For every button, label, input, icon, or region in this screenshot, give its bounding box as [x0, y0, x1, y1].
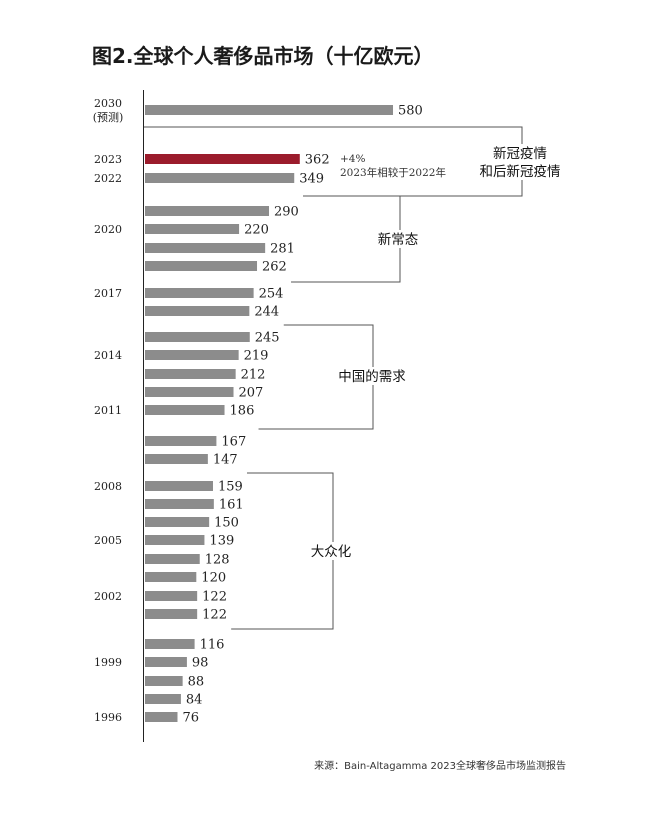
bar: [145, 306, 250, 316]
value-label: 161: [219, 498, 244, 513]
value-label: 281: [270, 242, 295, 257]
value-label: 254: [259, 287, 284, 302]
value-label: 116: [200, 638, 225, 653]
bar: [145, 639, 195, 649]
group-label: 中国的需求: [338, 369, 406, 385]
value-label: 167: [221, 435, 246, 450]
year-label: 2011: [94, 404, 122, 417]
bar: [145, 609, 198, 619]
group-label-bg: [373, 230, 423, 248]
bar: [145, 206, 270, 216]
bar: [145, 554, 200, 564]
year-label: 2002: [94, 590, 122, 603]
bar: [145, 105, 394, 115]
year-label: 2017: [94, 287, 122, 300]
year-label: 2023: [94, 153, 122, 166]
value-label: 139: [209, 534, 234, 549]
value-label: 76: [182, 711, 199, 726]
bar: [145, 694, 181, 704]
year-label: 2022: [94, 172, 122, 185]
bar: [145, 676, 183, 686]
year-label: 1996: [94, 711, 122, 724]
group-label: 和后新冠疫情: [480, 164, 561, 180]
value-label: 245: [255, 331, 280, 346]
value-label: 120: [201, 571, 226, 586]
bar: [145, 405, 225, 415]
group-label: 大众化: [311, 544, 352, 560]
annotation-growth: +4%: [340, 153, 365, 165]
value-label: 220: [244, 223, 269, 238]
year-label: 2014: [94, 349, 122, 362]
bar: [145, 332, 250, 342]
value-label: 349: [299, 172, 324, 187]
value-label: 219: [244, 349, 269, 364]
bar: [145, 657, 187, 667]
value-label: 98: [192, 656, 209, 671]
bar: [145, 517, 210, 527]
growth-annotation: +4%2023年相较于2022年: [340, 153, 446, 179]
year-label: 2005: [94, 534, 122, 547]
bar: [145, 173, 295, 183]
value-label: 580: [398, 104, 423, 119]
group-label-bg: [306, 542, 356, 560]
bar: [145, 369, 236, 379]
value-label: 150: [214, 516, 239, 531]
value-label: 159: [218, 480, 243, 495]
value-label: 186: [230, 404, 255, 419]
bar: [145, 454, 208, 464]
value-label: 147: [213, 453, 238, 468]
value-label: 84: [186, 693, 203, 708]
bar: [145, 572, 197, 582]
value-label: 244: [254, 305, 279, 320]
value-label: 207: [239, 386, 264, 401]
year-label: 2008: [94, 480, 122, 493]
group-label-bg: [333, 367, 411, 385]
source-note: 来源：Bain-Altagamma 2023全球奢侈品市场监测报告: [314, 759, 566, 772]
group-label-bg: [488, 144, 552, 162]
value-label: 212: [241, 368, 266, 383]
bar: [145, 288, 254, 298]
bar: [145, 436, 217, 446]
year-label: (预测): [93, 111, 124, 124]
bar: [145, 535, 205, 545]
value-label: 122: [202, 590, 227, 605]
value-label: 262: [262, 260, 287, 275]
value-label: 88: [188, 675, 205, 690]
value-label: 290: [274, 205, 299, 220]
chart-title: 图2.全球个人奢侈品市场（十亿欧元）: [92, 44, 434, 68]
year-labels: 2030(预测) 2023 2022 2020 2017 2014 2011 2008 2005…: [93, 97, 124, 724]
bar: [145, 243, 266, 253]
year-label: 2030: [94, 97, 122, 110]
bar: [145, 224, 240, 234]
bar: [145, 591, 198, 601]
value-label: 362: [305, 153, 330, 168]
annotation-text: 2023年相较于2022年: [340, 166, 446, 179]
group-label: 新常态: [378, 232, 419, 248]
value-label: 122: [202, 608, 227, 623]
bar: [145, 350, 239, 360]
bar: [145, 712, 178, 722]
year-label: 1999: [94, 656, 122, 669]
bar: [145, 499, 214, 509]
group-label-bg: [474, 162, 566, 180]
group-label: 新冠疫情: [493, 146, 547, 162]
bar: [145, 481, 213, 491]
bars-layer: [145, 105, 394, 722]
value-label: 128: [205, 553, 230, 568]
year-label: 2020: [94, 223, 122, 236]
bar: [145, 387, 234, 397]
bar: [145, 261, 258, 271]
bar-highlight: [145, 154, 300, 164]
